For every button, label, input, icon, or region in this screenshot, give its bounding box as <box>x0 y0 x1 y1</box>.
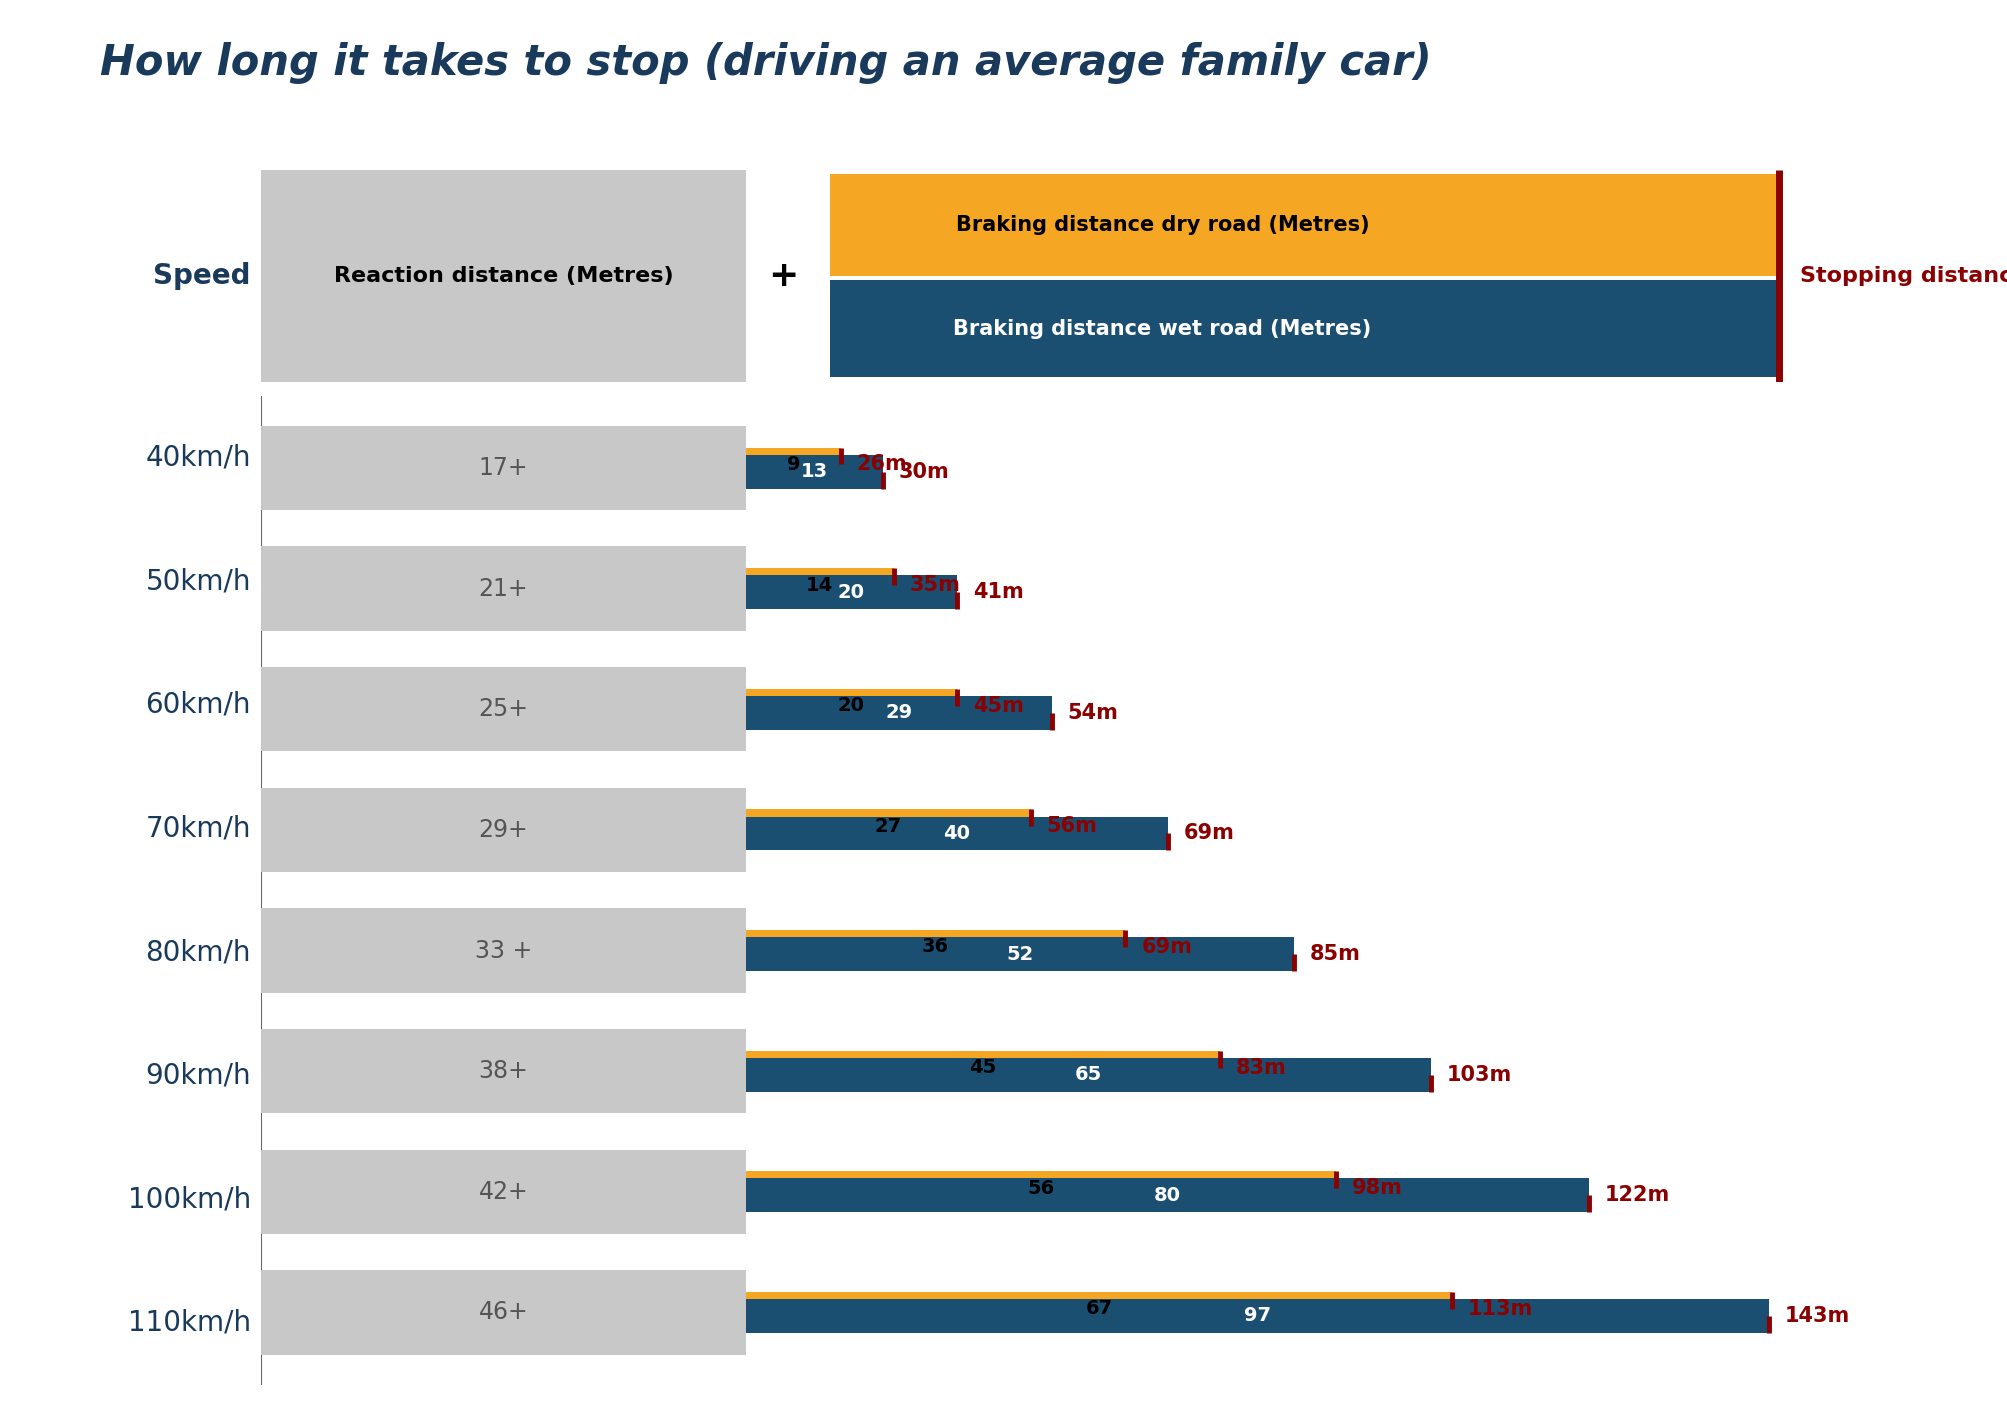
Bar <box>747 1291 1451 1325</box>
Bar <box>747 1051 1220 1084</box>
Text: 97: 97 <box>1242 1307 1270 1325</box>
Text: 122m: 122m <box>1604 1186 1670 1205</box>
Text: 52: 52 <box>1006 945 1034 964</box>
Text: Braking distance wet road (Metres): Braking distance wet road (Metres) <box>953 318 1371 339</box>
Text: 98m: 98m <box>1351 1178 1403 1198</box>
Text: 20: 20 <box>837 582 865 602</box>
Text: 45: 45 <box>969 1058 995 1077</box>
Text: 65: 65 <box>1074 1065 1102 1084</box>
Bar <box>747 568 893 602</box>
Bar <box>747 455 883 489</box>
Bar <box>747 1058 1431 1092</box>
Text: 25+: 25+ <box>478 697 528 721</box>
Text: How long it takes to stop (driving an average family car): How long it takes to stop (driving an av… <box>100 42 1431 85</box>
Bar <box>747 575 957 609</box>
Bar <box>747 817 1168 851</box>
Bar <box>261 1150 747 1234</box>
Text: Stopping distance: Stopping distance <box>1800 266 2007 285</box>
Text: 29: 29 <box>885 704 911 722</box>
Text: 21+: 21+ <box>478 577 528 601</box>
Text: 26m: 26m <box>857 455 907 475</box>
Text: 69m: 69m <box>1182 824 1234 844</box>
Text: 143m: 143m <box>1784 1306 1848 1325</box>
Text: 36: 36 <box>921 937 949 957</box>
Text: 100km/h: 100km/h <box>128 1186 251 1214</box>
Bar <box>747 1178 1590 1212</box>
Text: 29+: 29+ <box>478 818 528 842</box>
Bar <box>747 688 957 722</box>
Text: Speed: Speed <box>153 261 251 290</box>
Bar <box>747 1299 1768 1332</box>
Bar <box>261 1029 747 1113</box>
Text: 17+: 17+ <box>478 456 528 480</box>
FancyBboxPatch shape <box>831 174 1778 276</box>
Bar <box>261 425 747 510</box>
Text: 35m: 35m <box>909 575 959 595</box>
Text: Reaction distance (Metres): Reaction distance (Metres) <box>333 266 672 285</box>
Text: 13: 13 <box>801 462 827 482</box>
Bar <box>747 1171 1337 1205</box>
FancyBboxPatch shape <box>831 280 1778 377</box>
Bar <box>747 937 1295 971</box>
Text: 42+: 42+ <box>478 1180 528 1204</box>
Text: 69m: 69m <box>1140 937 1192 957</box>
Text: 38+: 38+ <box>478 1060 528 1084</box>
Text: 45m: 45m <box>971 695 1024 715</box>
Text: 80km/h: 80km/h <box>145 938 251 966</box>
Text: 40: 40 <box>943 824 969 844</box>
Text: 113m: 113m <box>1467 1299 1533 1318</box>
Text: 80: 80 <box>1154 1186 1180 1205</box>
Text: 67: 67 <box>1086 1299 1112 1318</box>
Text: 90km/h: 90km/h <box>145 1061 251 1089</box>
Text: Braking distance dry road (Metres): Braking distance dry road (Metres) <box>955 215 1369 235</box>
Bar <box>261 787 747 872</box>
Text: 14: 14 <box>805 575 833 595</box>
Text: 41m: 41m <box>971 582 1024 602</box>
Text: 54m: 54m <box>1068 702 1118 723</box>
Bar <box>747 930 1126 964</box>
Text: 46+: 46+ <box>478 1300 528 1324</box>
Bar <box>261 1270 747 1355</box>
Text: 33 +: 33 + <box>474 938 532 962</box>
Text: 60km/h: 60km/h <box>145 691 251 719</box>
Text: 70km/h: 70km/h <box>145 814 251 842</box>
FancyBboxPatch shape <box>261 170 747 382</box>
Text: 56: 56 <box>1028 1178 1054 1198</box>
Text: 83m: 83m <box>1236 1057 1286 1078</box>
Text: +: + <box>767 259 797 292</box>
Bar <box>261 909 747 993</box>
Bar <box>261 667 747 752</box>
Text: 56m: 56m <box>1046 817 1096 836</box>
Text: 103m: 103m <box>1447 1065 1511 1085</box>
Text: 40km/h: 40km/h <box>145 444 251 472</box>
Bar <box>747 697 1052 729</box>
Bar <box>261 547 747 630</box>
Bar <box>747 810 1030 844</box>
Text: 20: 20 <box>837 697 865 715</box>
Text: 27: 27 <box>875 817 901 835</box>
Text: 85m: 85m <box>1309 944 1361 964</box>
Bar <box>747 448 841 482</box>
Text: 50km/h: 50km/h <box>145 567 251 595</box>
Text: 30m: 30m <box>899 462 949 482</box>
Text: 110km/h: 110km/h <box>128 1308 251 1337</box>
Text: 9: 9 <box>787 455 799 473</box>
